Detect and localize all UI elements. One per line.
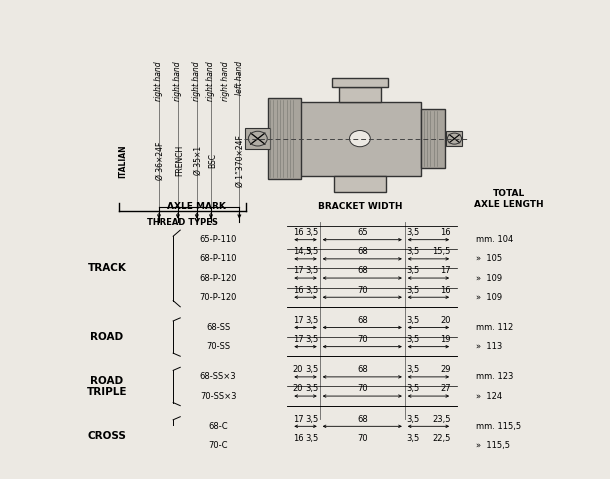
Text: THREAD TYPES: THREAD TYPES bbox=[147, 218, 218, 227]
Text: 3,5: 3,5 bbox=[305, 434, 318, 443]
Text: 3,5: 3,5 bbox=[305, 415, 318, 424]
Text: »  113: » 113 bbox=[476, 342, 502, 351]
Text: 17: 17 bbox=[440, 266, 451, 275]
Text: ROAD: ROAD bbox=[90, 332, 124, 342]
Text: 3,5: 3,5 bbox=[406, 365, 420, 374]
Text: »  115,5: » 115,5 bbox=[476, 441, 510, 450]
Text: right hand: right hand bbox=[154, 61, 163, 101]
Text: 17: 17 bbox=[293, 335, 303, 344]
Text: 70: 70 bbox=[357, 385, 368, 393]
Text: TOTAL
AXLE LENGTH: TOTAL AXLE LENGTH bbox=[474, 189, 544, 209]
Bar bbox=[298, 102, 422, 175]
Text: right hand: right hand bbox=[192, 61, 201, 101]
Text: 3,5: 3,5 bbox=[406, 228, 420, 237]
Text: 16: 16 bbox=[440, 285, 451, 295]
Text: »  109: » 109 bbox=[476, 274, 502, 283]
Text: 3,5: 3,5 bbox=[305, 335, 318, 344]
Text: ROAD
TRIPLE: ROAD TRIPLE bbox=[87, 376, 127, 397]
Text: 29: 29 bbox=[440, 365, 451, 374]
Text: right hand: right hand bbox=[221, 61, 230, 101]
Text: 68-C: 68-C bbox=[208, 422, 228, 431]
Text: left hand: left hand bbox=[235, 61, 244, 95]
Text: TRACK: TRACK bbox=[88, 263, 126, 274]
Text: 16: 16 bbox=[293, 228, 303, 237]
Text: 3,5: 3,5 bbox=[305, 247, 318, 256]
Text: right hand: right hand bbox=[206, 61, 215, 101]
Text: 68-SS: 68-SS bbox=[206, 323, 230, 332]
Text: 70: 70 bbox=[357, 285, 368, 295]
Text: 3,5: 3,5 bbox=[305, 266, 318, 275]
Text: 68-P-120: 68-P-120 bbox=[199, 274, 237, 283]
Text: 16: 16 bbox=[293, 434, 303, 443]
Text: 3,5: 3,5 bbox=[406, 266, 420, 275]
Text: 22,5: 22,5 bbox=[432, 434, 451, 443]
Text: BSC: BSC bbox=[208, 153, 217, 168]
Bar bbox=[332, 78, 387, 87]
Text: mm. 104: mm. 104 bbox=[476, 235, 513, 244]
Text: 70: 70 bbox=[357, 335, 368, 344]
Text: »  105: » 105 bbox=[476, 254, 502, 263]
Text: 70: 70 bbox=[357, 434, 368, 443]
Text: FRENCH: FRENCH bbox=[175, 145, 184, 176]
Text: 3,5: 3,5 bbox=[406, 335, 420, 344]
Text: ITALIAN: ITALIAN bbox=[118, 144, 127, 178]
Text: Ø 1”370×24F: Ø 1”370×24F bbox=[236, 135, 245, 187]
Text: »  124: » 124 bbox=[476, 391, 502, 400]
Text: 20: 20 bbox=[293, 365, 303, 374]
Text: 68: 68 bbox=[357, 365, 368, 374]
Text: Ø 35×1: Ø 35×1 bbox=[194, 146, 203, 175]
Text: 3,5: 3,5 bbox=[406, 285, 420, 295]
Text: 3,5: 3,5 bbox=[406, 385, 420, 393]
Text: 20: 20 bbox=[293, 385, 303, 393]
Bar bbox=[334, 175, 386, 192]
Text: 65-P-110: 65-P-110 bbox=[199, 235, 237, 244]
Text: 3,5: 3,5 bbox=[406, 316, 420, 325]
Text: mm. 112: mm. 112 bbox=[476, 323, 513, 332]
Text: 3,5: 3,5 bbox=[305, 228, 318, 237]
Text: 3,5: 3,5 bbox=[406, 434, 420, 443]
Text: 3,5: 3,5 bbox=[305, 285, 318, 295]
Text: 3,5: 3,5 bbox=[305, 365, 318, 374]
Text: 65: 65 bbox=[357, 228, 368, 237]
Text: 3,5: 3,5 bbox=[305, 385, 318, 393]
Text: 68: 68 bbox=[357, 316, 368, 325]
Text: BRACKET WIDTH: BRACKET WIDTH bbox=[318, 202, 402, 211]
Text: 68-SS×3: 68-SS×3 bbox=[199, 372, 237, 381]
Bar bbox=[447, 131, 462, 146]
Text: 3,5: 3,5 bbox=[406, 247, 420, 256]
Bar bbox=[339, 87, 381, 102]
Text: AXLE MARK: AXLE MARK bbox=[167, 202, 226, 211]
Text: 70-SS: 70-SS bbox=[206, 342, 230, 351]
Text: 68: 68 bbox=[357, 266, 368, 275]
Text: 17: 17 bbox=[293, 316, 303, 325]
Text: 14,5: 14,5 bbox=[293, 247, 311, 256]
Text: 68: 68 bbox=[357, 247, 368, 256]
Text: 3,5: 3,5 bbox=[305, 316, 318, 325]
Text: 19: 19 bbox=[440, 335, 451, 344]
Bar bbox=[422, 109, 445, 168]
Text: 16: 16 bbox=[440, 228, 451, 237]
Text: 20: 20 bbox=[440, 316, 451, 325]
Bar bbox=[245, 128, 270, 149]
Text: right hand: right hand bbox=[173, 61, 182, 101]
Text: 70-C: 70-C bbox=[209, 441, 228, 450]
Circle shape bbox=[350, 130, 370, 147]
Text: 27: 27 bbox=[440, 385, 451, 393]
Text: »  109: » 109 bbox=[476, 293, 502, 302]
Text: 70-SS×3: 70-SS×3 bbox=[200, 391, 236, 400]
Text: 15,5: 15,5 bbox=[432, 247, 451, 256]
Bar bbox=[268, 98, 301, 179]
Text: 3,5: 3,5 bbox=[406, 415, 420, 424]
Text: 17: 17 bbox=[293, 415, 303, 424]
Text: 17: 17 bbox=[293, 266, 303, 275]
Text: mm. 123: mm. 123 bbox=[476, 372, 513, 381]
Text: CROSS: CROSS bbox=[88, 431, 126, 441]
Text: 23,5: 23,5 bbox=[432, 415, 451, 424]
Text: mm. 115,5: mm. 115,5 bbox=[476, 422, 521, 431]
Text: 16: 16 bbox=[293, 285, 303, 295]
Text: 68-P-110: 68-P-110 bbox=[199, 254, 237, 263]
Text: 68: 68 bbox=[357, 415, 368, 424]
Text: 70-P-120: 70-P-120 bbox=[199, 293, 237, 302]
Text: Ø 36×24F: Ø 36×24F bbox=[156, 142, 165, 180]
